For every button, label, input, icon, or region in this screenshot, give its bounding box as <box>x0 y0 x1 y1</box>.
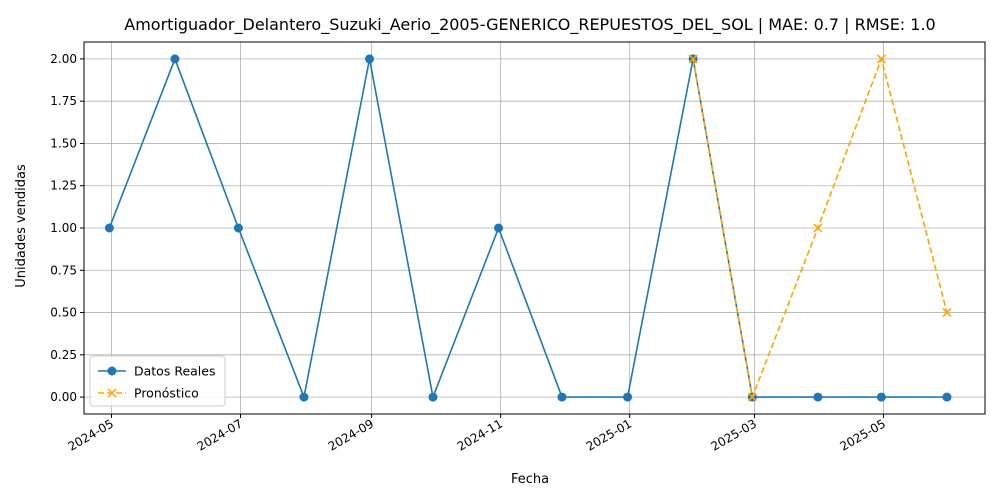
marker-stroke <box>107 388 117 398</box>
marker-stroke <box>688 54 698 64</box>
y-tick-label: 1.75 <box>50 94 77 108</box>
marker-stroke <box>942 308 952 318</box>
x-axis-label: Fecha <box>511 472 549 487</box>
legend-marker <box>107 366 117 376</box>
data-point <box>942 392 952 402</box>
data-point <box>365 54 375 64</box>
y-tick-label: 1.50 <box>50 136 77 150</box>
data-point <box>428 392 438 402</box>
y-tick-label: 2.00 <box>50 52 77 66</box>
legend-box <box>89 355 226 407</box>
y-tick-label: 0.00 <box>50 390 77 404</box>
y-tick-label: 1.25 <box>50 179 77 193</box>
data-point <box>813 223 823 233</box>
marker-stroke <box>813 223 823 233</box>
legend-label: Pronóstico <box>134 386 199 401</box>
data-point <box>876 392 886 402</box>
legend-label: Datos Reales <box>134 364 215 379</box>
y-tick-label: 1.00 <box>50 221 77 235</box>
data-point <box>233 223 243 233</box>
data-point <box>494 223 504 233</box>
legend: Datos Reales Pronóstico <box>89 355 226 407</box>
y-axis: 0.00 0.25 0.50 0.75 1.00 1.25 1.50 1.75 2.00 <box>50 52 84 404</box>
data-point <box>299 392 309 402</box>
legend-item: Pronóstico <box>98 386 199 401</box>
data-point <box>104 223 114 233</box>
data-point <box>942 308 952 318</box>
y-tick-label: 0.25 <box>50 348 77 362</box>
legend-marker <box>107 388 117 398</box>
marker-stroke <box>747 392 757 402</box>
y-tick-label: 0.50 <box>50 306 77 320</box>
y-tick-label: 0.75 <box>50 263 77 277</box>
data-point <box>170 54 180 64</box>
legend-item: Datos Reales <box>98 364 215 379</box>
data-point <box>623 392 633 402</box>
data-point <box>688 54 698 64</box>
data-point <box>813 392 823 402</box>
series-pronostico <box>688 54 952 402</box>
series-datos-reales <box>104 54 952 402</box>
series-line <box>108 58 947 398</box>
series-layer <box>104 54 952 402</box>
data-point <box>747 392 757 402</box>
y-axis-label: Unidades vendidas <box>14 164 29 288</box>
marker-stroke <box>876 54 886 64</box>
data-point <box>876 54 886 64</box>
data-point <box>557 392 567 402</box>
chart-title: Amortiguador_Delantero_Suzuki_Aerio_2005… <box>124 15 935 35</box>
